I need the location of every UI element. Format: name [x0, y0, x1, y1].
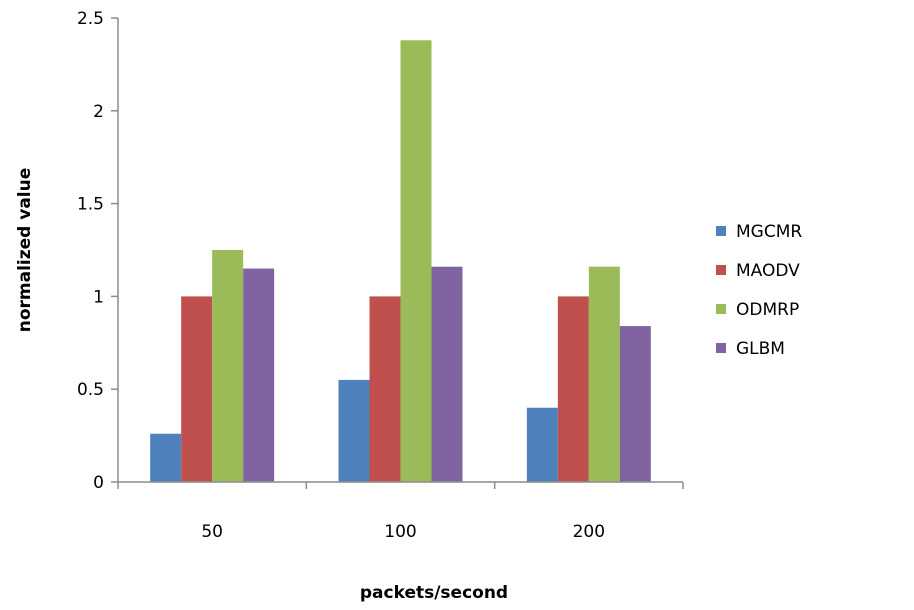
x-tick-label: 50	[201, 522, 223, 542]
legend: MGCMR MAODV ODMRP GLBM	[716, 222, 802, 359]
bar-mgcmr-50	[150, 433, 182, 482]
bar-maodv-50	[181, 296, 213, 482]
legend-label-glbm: GLBM	[736, 339, 785, 359]
y-tick-label: 2.5	[77, 9, 104, 29]
bar-odmrp-50	[212, 250, 244, 482]
bar-glbm-100	[431, 266, 463, 482]
legend-label-odmrp: ODMRP	[736, 300, 799, 320]
x-axis-title: packets/second	[360, 583, 508, 603]
x-tick-label: 200	[573, 522, 605, 542]
y-tick-label: 2	[93, 102, 104, 122]
x-tick-label: 100	[384, 522, 416, 542]
legend-label-maodv: MAODV	[736, 261, 800, 281]
y-tick-label: 1	[93, 287, 104, 307]
x-axis-tick-labels: 50 100 200	[117, 482, 684, 542]
y-tick-label: 0	[93, 473, 104, 493]
bar-mgcmr-200	[526, 407, 558, 482]
legend-label-mgcmr: MGCMR	[736, 222, 802, 242]
y-tick-label: 1.5	[77, 195, 104, 215]
bar-maodv-100	[369, 296, 401, 482]
bar-odmrp-100	[400, 40, 432, 482]
legend-swatch-glbm	[716, 343, 726, 353]
bar-glbm-200	[619, 326, 651, 482]
legend-swatch-maodv	[716, 265, 726, 275]
legend-swatch-mgcmr	[716, 226, 726, 236]
bar-mgcmr-100	[338, 379, 370, 482]
legend-swatch-odmrp	[716, 304, 726, 314]
bars-group	[150, 40, 651, 482]
bar-glbm-50	[243, 268, 275, 482]
bar-maodv-200	[557, 296, 589, 482]
y-axis-ticks: 0 0.5 1 1.5 2 2.5	[77, 9, 118, 493]
y-axis-title: normalized value	[15, 168, 35, 333]
y-tick-label: 0.5	[77, 380, 104, 400]
bar-odmrp-200	[588, 266, 620, 482]
